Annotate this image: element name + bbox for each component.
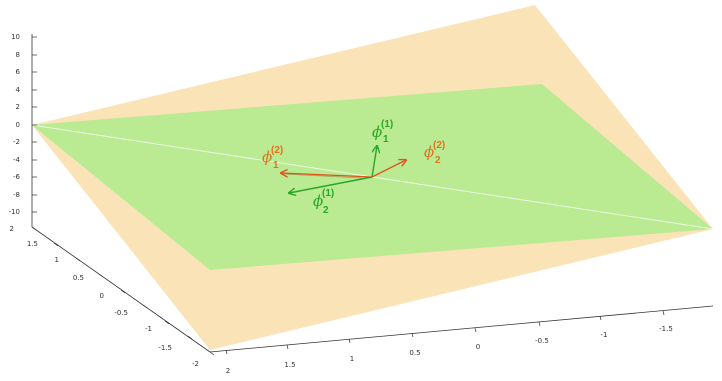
z-tick-label: -2 (13, 138, 20, 146)
bottom-tick-label: 1.5 (284, 361, 295, 369)
bottom-tick-label: 0 (476, 343, 480, 351)
vector-phi-1-1-arrow (371, 146, 377, 178)
left-tick-label: 2 (10, 225, 14, 233)
label-phi-2-2: ϕ (2) 2 (424, 140, 445, 166)
left-tick-label: 1.5 (27, 240, 38, 248)
phi-subscript: 1 (273, 160, 279, 171)
left-tick-label: -1 (145, 325, 152, 333)
phi-symbol: ϕ (372, 123, 382, 141)
vector-arrows (281, 146, 406, 193)
z-tick-label: -6 (13, 173, 21, 181)
bottom-axis-ticks (225, 310, 665, 355)
phi-subscript: 2 (323, 205, 329, 216)
bottom-tick-label: -0.5 (535, 337, 549, 345)
phi-symbol: ϕ (262, 148, 272, 166)
phi-superscript: (1) (381, 119, 393, 130)
phi-symbol: ϕ (313, 192, 323, 210)
z-tick-label: 2 (16, 103, 20, 111)
bottom-tick-label: 2 (226, 367, 230, 375)
vector-phi-1-2-arrow (281, 173, 373, 178)
bottom-tick-label: -1 (601, 331, 608, 339)
z-axis-ticks (32, 36, 37, 213)
left-tick-label: 0 (100, 292, 104, 300)
phi-symbol: ϕ (424, 143, 434, 161)
label-phi-1-1: ϕ (1) 1 (372, 119, 393, 145)
phi-superscript: (1) (322, 188, 334, 199)
bottom-tick-label: 0.5 (409, 349, 420, 357)
z-tick-label: 10 (11, 33, 20, 41)
vector-phi-1-2-shadow (282, 173, 363, 179)
z-tick-label: -8 (13, 191, 20, 199)
label-phi-2-1: ϕ (1) 2 (313, 188, 334, 216)
z-tick-label: 6 (16, 68, 21, 76)
z-tick-label: 8 (16, 51, 20, 59)
bottom-axis (209, 305, 714, 353)
phi-superscript: (2) (271, 145, 283, 156)
left-axis (31, 226, 211, 353)
label-phi-1-2: ϕ (2) 1 (262, 145, 283, 171)
vector-phi-2-2-arrow (371, 160, 406, 178)
bottom-tick-label: -1.5 (659, 325, 673, 333)
vector-phi-2-1-arrow (289, 176, 373, 193)
bottom-axis-tick-labels: 2 1.5 1 0.5 0 -0.5 -1 -1.5 (226, 325, 673, 375)
bottom-tick-label: 1 (350, 355, 354, 363)
left-tick-label: -2 (192, 360, 199, 368)
left-tick-label: 0.5 (73, 274, 84, 282)
left-tick-label: -1.5 (158, 344, 172, 352)
left-tick-label: -0.5 (114, 309, 128, 317)
phi-superscript: (2) (433, 140, 445, 151)
phi-subscript: 1 (383, 134, 389, 145)
left-axis-tick-labels: 2 1.5 1 0.5 0 -0.5 -1 -1.5 -2 (10, 225, 199, 368)
z-axis-tick-labels: 10 8 6 4 2 0 -2 -4 -6 -8 -10 (9, 33, 21, 216)
z-tick-label: 0 (16, 121, 20, 129)
left-tick-label: 1 (55, 256, 59, 264)
z-tick-label: -4 (13, 156, 21, 164)
left-axis-ticks (31, 226, 215, 356)
z-tick-label: 4 (16, 86, 21, 94)
z-tick-label: -10 (9, 208, 20, 216)
phi-subscript: 2 (435, 155, 441, 166)
